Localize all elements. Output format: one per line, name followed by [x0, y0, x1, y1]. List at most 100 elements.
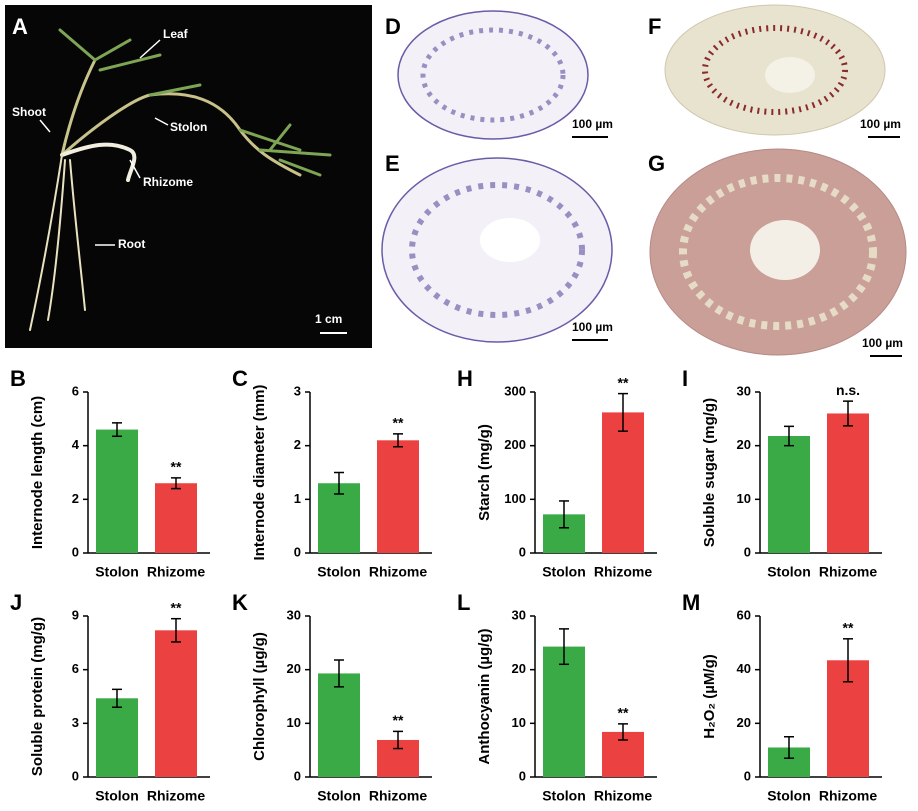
photo-label: Stolon	[170, 120, 207, 134]
x-tick-label: Stolon	[95, 564, 139, 580]
y-tick-label: 300	[504, 383, 526, 398]
significance-label: **	[171, 459, 182, 475]
scale-label: 100 µm	[572, 320, 613, 334]
starch-ring	[702, 25, 848, 115]
y-tick-label: 6	[72, 383, 79, 398]
bar	[318, 673, 360, 777]
y-tick-label: 10	[737, 491, 751, 506]
y-tick-label: 9	[72, 607, 79, 622]
significance-label: **	[618, 705, 629, 721]
significance-label: **	[393, 712, 404, 728]
bar	[543, 646, 585, 777]
y-tick-label: 3	[72, 715, 79, 730]
y-tick-label: 2	[72, 491, 79, 506]
panel-letter: J	[10, 590, 22, 615]
y-tick-label: 20	[737, 437, 751, 452]
y-tick-label: 0	[519, 768, 526, 783]
y-tick-label: 3	[294, 383, 301, 398]
y-tick-label: 30	[512, 607, 526, 622]
x-tick-label: Rhizome	[594, 564, 653, 580]
y-axis-label: Anthocyanin (µg/g)	[476, 628, 493, 764]
x-tick-label: Rhizome	[369, 788, 428, 804]
scale-label: 100 µm	[572, 117, 613, 131]
panel-letter: G	[648, 151, 665, 176]
y-tick-label: 30	[737, 383, 751, 398]
y-axis-label: Soluble sugar (mg/g)	[701, 398, 718, 547]
y-tick-label: 0	[294, 768, 301, 783]
photo-label: Shoot	[12, 105, 46, 119]
y-tick-label: 0	[294, 544, 301, 559]
x-tick-label: Stolon	[767, 788, 811, 804]
bar	[602, 412, 644, 553]
y-axis-label: H₂O₂ (µM/g)	[701, 654, 718, 738]
photo-label: Root	[118, 237, 145, 251]
significance-label: **	[618, 374, 629, 390]
section-ring	[679, 174, 877, 330]
x-tick-label: Stolon	[317, 564, 361, 580]
significance-label: **	[843, 620, 854, 636]
x-tick-label: Rhizome	[819, 564, 878, 580]
y-tick-label: 100	[504, 491, 526, 506]
significance-label: **	[393, 415, 404, 431]
panel-letter: A	[12, 14, 28, 39]
y-tick-label: 10	[287, 715, 301, 730]
panel-letter: H	[457, 366, 473, 391]
label-arrows	[39, 39, 169, 246]
photo-label: Leaf	[163, 27, 189, 41]
y-tick-label: 20	[737, 715, 751, 730]
bar	[155, 483, 197, 553]
y-axis-label: Internode diameter (mm)	[251, 385, 268, 561]
panel-letter: E	[385, 151, 400, 176]
y-tick-label: 0	[744, 768, 751, 783]
y-tick-label: 200	[504, 437, 526, 452]
plant-drawing	[29, 28, 332, 331]
y-tick-label: 2	[294, 437, 301, 452]
panel-letter: C	[232, 366, 248, 391]
vascular-ring	[420, 27, 566, 123]
panel-letter: K	[232, 590, 248, 615]
x-tick-label: Rhizome	[147, 788, 206, 804]
pith-cavity	[480, 218, 540, 262]
x-tick-label: Rhizome	[147, 564, 206, 580]
bar	[155, 630, 197, 777]
y-tick-label: 30	[287, 607, 301, 622]
pith-cavity	[750, 220, 820, 280]
panel-letter: D	[385, 14, 401, 39]
pith-cavity	[765, 57, 815, 93]
panel-letter: L	[457, 590, 470, 615]
y-tick-label: 0	[72, 544, 79, 559]
significance-label: **	[171, 599, 182, 615]
y-tick-label: 4	[72, 437, 80, 452]
vascular-ring	[409, 182, 585, 318]
x-tick-label: Stolon	[767, 564, 811, 580]
bar	[318, 483, 360, 553]
significance-label: n.s.	[836, 382, 860, 398]
scale-label: 100 µm	[862, 336, 903, 350]
y-tick-label: 10	[512, 715, 526, 730]
panel-letter: F	[648, 14, 661, 39]
panel-letter: B	[10, 366, 26, 391]
y-tick-label: 40	[737, 661, 751, 676]
x-tick-label: Rhizome	[594, 788, 653, 804]
bar	[96, 429, 138, 553]
bar	[96, 698, 138, 777]
bar	[377, 440, 419, 553]
panel-letter: I	[682, 366, 688, 391]
y-tick-label: 1	[294, 491, 301, 506]
y-axis-label: Soluble protein (mg/g)	[29, 617, 46, 776]
y-tick-label: 0	[72, 768, 79, 783]
x-tick-label: Stolon	[95, 788, 139, 804]
photo-label: Rhizome	[143, 175, 193, 189]
x-tick-label: Rhizome	[819, 788, 878, 804]
x-tick-label: Rhizome	[369, 564, 428, 580]
photo-a	[5, 5, 372, 348]
x-tick-label: Stolon	[542, 788, 586, 804]
scale-label: 1 cm	[315, 312, 342, 326]
bar	[827, 413, 869, 553]
y-tick-label: 0	[519, 544, 526, 559]
y-axis-label: Starch (mg/g)	[476, 424, 493, 521]
x-tick-label: Stolon	[317, 788, 361, 804]
y-tick-label: 60	[737, 607, 751, 622]
y-tick-label: 6	[72, 661, 79, 676]
